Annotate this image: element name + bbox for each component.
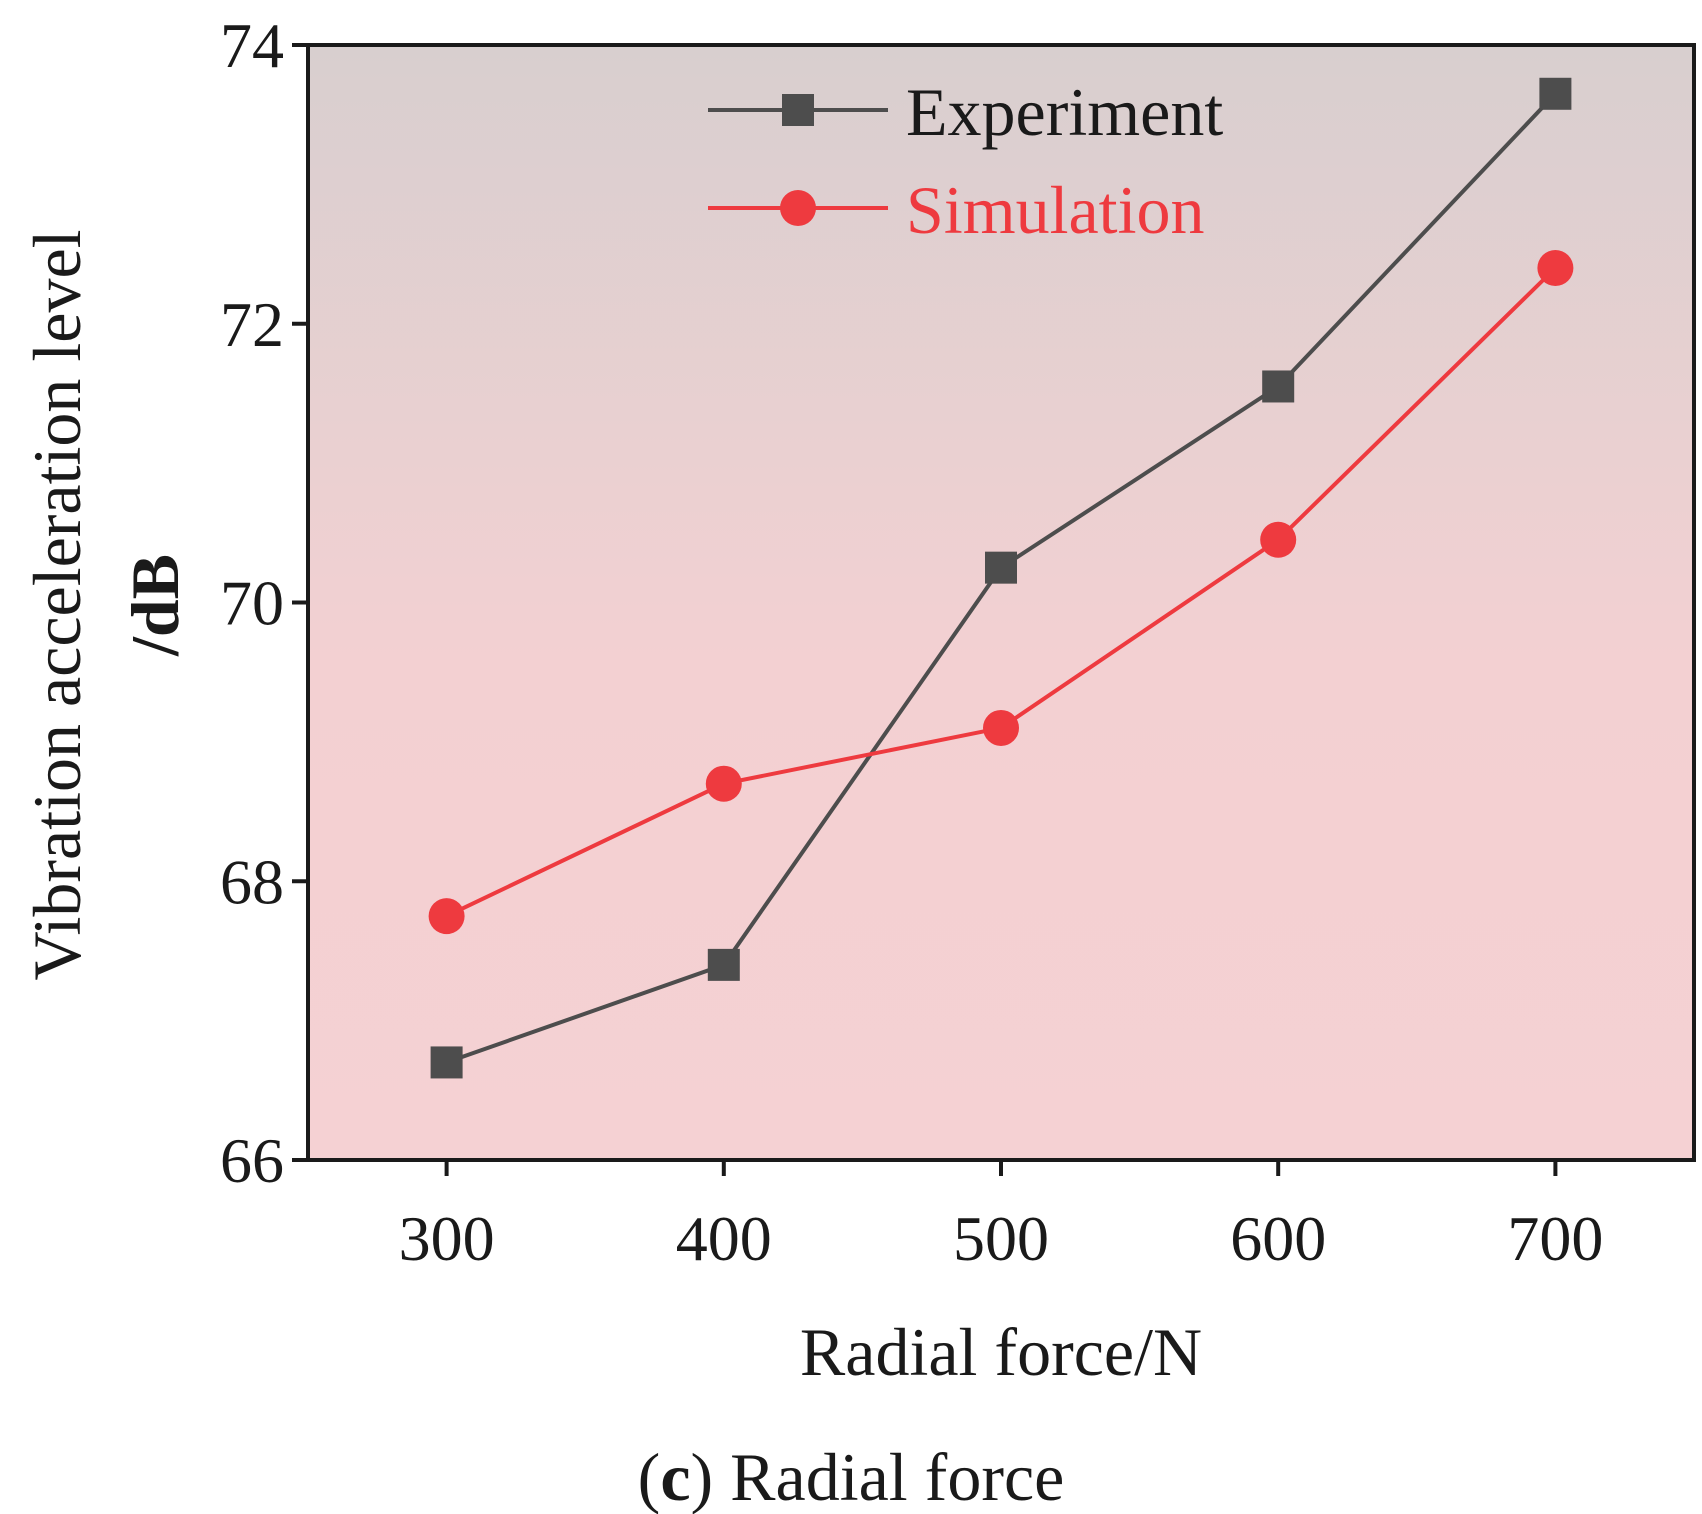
figure-caption: (c) Radial force [638,1439,1065,1514]
x-tick-label-300: 300 [399,1203,495,1274]
caption-letter: c [660,1439,690,1514]
legend-marker-experiment [782,94,814,126]
x-tick-label-600: 600 [1230,1203,1326,1274]
plot-area-background [308,45,1694,1160]
legend: Experiment Simulation [708,74,1223,248]
caption-text: Radial force [713,1439,1064,1514]
point-experiment-300 [430,1046,463,1079]
point-simulation-300 [428,898,465,935]
legend-label-simulation: Simulation [906,172,1204,248]
point-simulation-500 [983,709,1019,746]
x-tick-label-500: 500 [953,1203,1049,1274]
x-tick-label-400: 400 [676,1203,772,1274]
legend-marker-simulation [780,190,816,226]
point-simulation-700 [1537,250,1574,286]
y-axis-unit: /dB [117,554,193,657]
y-tick-label-74: 74 [220,10,284,81]
caption-close-paren: ) [691,1439,714,1514]
y-axis-title: Vibration acceleration level [19,229,95,980]
point-experiment-400 [707,948,740,981]
caption-open-paren: ( [638,1439,661,1514]
y-tick-label-70: 70 [220,568,284,639]
x-tick-label-700: 700 [1507,1203,1603,1274]
point-simulation-600 [1260,521,1297,558]
point-experiment-500 [985,551,1017,584]
y-tick-label-68: 68 [220,846,284,917]
point-simulation-400 [705,765,742,802]
y-tick-label-66: 66 [220,1125,284,1196]
point-experiment-600 [1262,370,1295,403]
legend-label-experiment: Experiment [906,74,1223,150]
point-experiment-700 [1539,77,1572,110]
x-axis-title: Radial force/N [800,1314,1202,1390]
y-tick-label-72: 72 [220,289,284,360]
